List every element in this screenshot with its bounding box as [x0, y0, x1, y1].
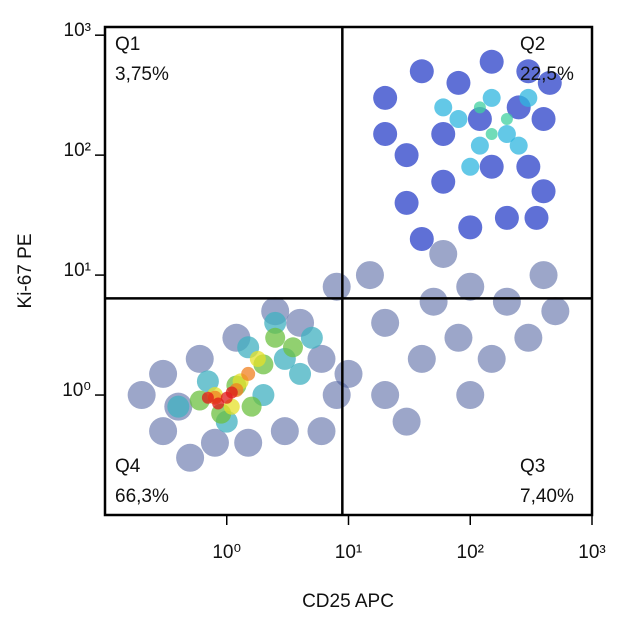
density-point	[371, 308, 400, 337]
density-point	[241, 396, 262, 417]
y-tick-label: 10²	[64, 140, 91, 161]
density-point	[482, 88, 501, 107]
density-point	[477, 344, 506, 373]
density-point	[529, 261, 558, 290]
quadrant-percent: 22,5%	[520, 64, 574, 85]
density-point	[492, 287, 521, 316]
density-point	[185, 344, 214, 373]
density-point	[355, 261, 384, 290]
density-point	[500, 113, 513, 126]
density-point	[407, 344, 436, 373]
density-point	[225, 386, 238, 399]
density-point	[394, 143, 419, 168]
density-point	[373, 85, 398, 110]
density-point	[456, 272, 485, 301]
quadrant-name: Q1	[115, 34, 140, 55]
density-point	[514, 323, 543, 352]
y-tick-label: 10³	[64, 20, 91, 41]
density-point	[200, 428, 229, 457]
density-point	[473, 101, 486, 114]
density-point	[434, 98, 453, 117]
density-point	[467, 107, 492, 132]
y-tick-label: 10¹	[64, 260, 91, 281]
density-point	[212, 397, 225, 410]
density-point	[322, 272, 351, 301]
x-tick-label: 10⁰	[212, 542, 241, 563]
density-point	[524, 205, 549, 230]
density-point	[270, 417, 299, 446]
density-point	[307, 344, 336, 373]
density-point	[470, 136, 489, 155]
density-point	[371, 381, 400, 410]
density-point	[149, 417, 178, 446]
density-point	[431, 122, 456, 147]
density-point	[537, 70, 562, 95]
density-point	[431, 169, 456, 194]
density-point	[234, 428, 263, 457]
density-point	[497, 125, 516, 144]
density-point	[334, 359, 363, 388]
density-point	[289, 362, 312, 385]
quadrant-percent: 3,75%	[115, 64, 169, 85]
density-point	[458, 215, 483, 240]
density-point	[373, 122, 398, 147]
quadrant-name: Q4	[115, 456, 141, 477]
density-point	[485, 128, 498, 141]
density-point	[479, 49, 504, 74]
density-point	[300, 326, 323, 349]
density-point	[201, 391, 214, 404]
density-point	[196, 370, 219, 393]
quadrant-percent: 66,3%	[115, 486, 169, 507]
density-point	[509, 136, 528, 155]
density-point	[516, 154, 541, 179]
density-point	[167, 395, 190, 418]
density-point	[456, 381, 485, 410]
density-point	[241, 366, 256, 381]
density-point	[265, 327, 286, 348]
density-point	[282, 337, 303, 358]
density-point	[264, 311, 287, 334]
density-point	[479, 154, 504, 179]
y-tick-label: 10⁰	[62, 380, 91, 401]
density-point	[429, 239, 458, 268]
density-point	[419, 287, 448, 316]
y-axis-label: Ki-67 PE	[15, 234, 36, 309]
density-point	[444, 323, 473, 352]
density-point	[149, 359, 178, 388]
quadrant-percent: 7,40%	[520, 486, 574, 507]
density-point	[516, 59, 541, 84]
density-point	[461, 157, 480, 176]
density-point	[446, 70, 471, 95]
density-point	[322, 381, 351, 410]
density-point	[392, 407, 421, 436]
density-point	[531, 179, 556, 204]
quadrant-name: Q3	[520, 456, 545, 477]
quadrant-name: Q2	[520, 34, 545, 55]
x-tick-label: 10³	[578, 542, 605, 563]
x-tick-label: 10²	[457, 542, 484, 563]
density-point	[394, 190, 419, 215]
density-point	[541, 297, 570, 326]
density-point	[449, 110, 468, 129]
density-point	[409, 226, 434, 251]
x-tick-label: 10¹	[335, 542, 362, 563]
density-point	[409, 59, 434, 84]
x-axis-label: CD25 APC	[302, 591, 394, 612]
density-point	[519, 88, 538, 107]
density-point	[307, 417, 336, 446]
density-point	[249, 350, 266, 367]
density-point	[494, 205, 519, 230]
density-point	[176, 443, 205, 472]
plot-frame	[103, 25, 594, 517]
density-point	[531, 107, 556, 132]
density-point	[127, 381, 156, 410]
